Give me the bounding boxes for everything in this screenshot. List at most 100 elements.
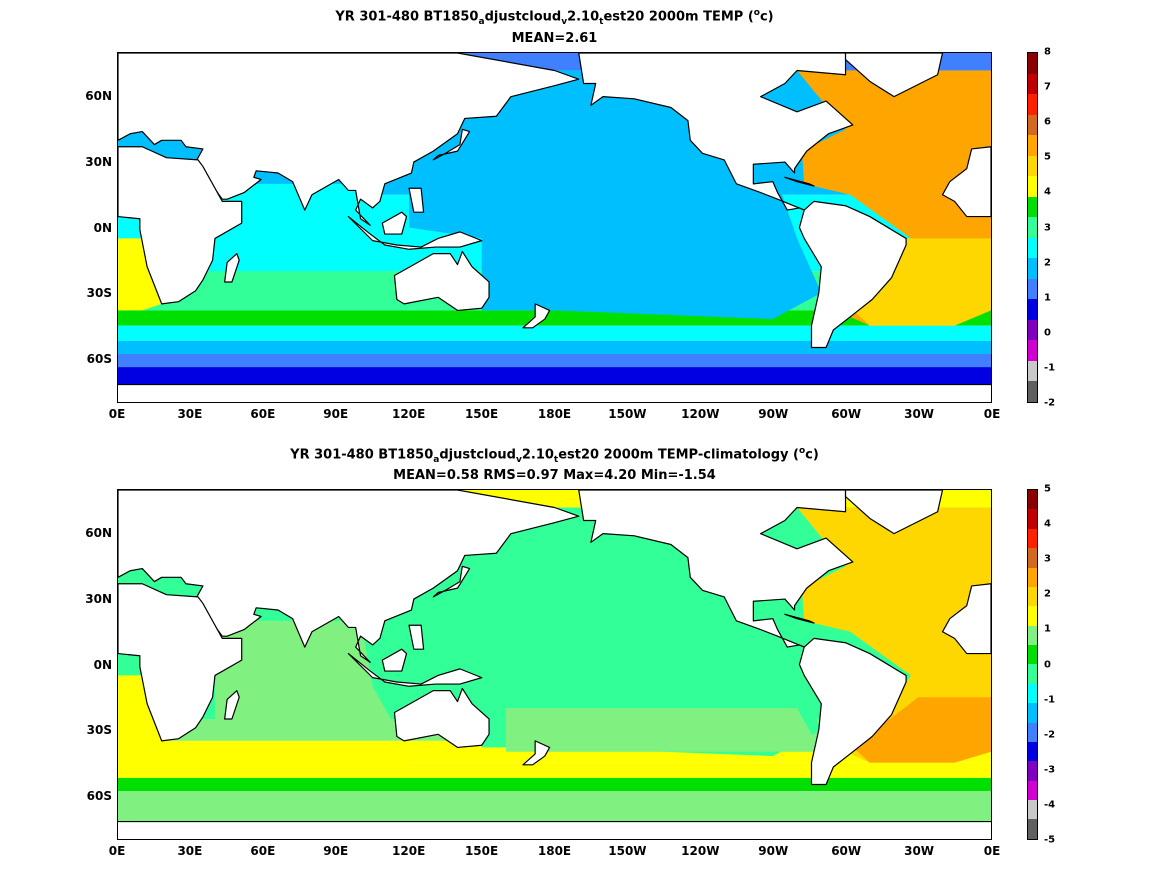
land-japan: [432, 128, 471, 161]
colorbar-1: [1027, 52, 1038, 403]
colorbar-segment: [1028, 258, 1037, 279]
land-namerica: [578, 490, 854, 648]
colorbar-label: 4: [1044, 186, 1051, 198]
colorbar-label: 6: [1044, 116, 1051, 128]
colorbar-label: -2: [1044, 729, 1056, 741]
colorbar-segment: [1028, 703, 1037, 723]
x-tick-label: 150E: [464, 844, 499, 858]
y-tick-label: 30S: [86, 723, 112, 738]
y-tick-label: 30S: [86, 286, 112, 301]
colorbar-segment: [1028, 586, 1037, 607]
colorbar-segment: [1028, 155, 1037, 177]
colorbar-segment: [1028, 381, 1037, 402]
y-tick-label: 60N: [85, 88, 112, 103]
x-tick-label: 180E: [537, 407, 572, 421]
land-greenland: [844, 53, 944, 98]
x-tick-label: 90W: [758, 407, 789, 421]
land-africa: [118, 583, 243, 742]
land-australia: [393, 250, 490, 312]
y-tick-label: 60N: [85, 525, 112, 540]
ocean-band-south-3: [118, 762, 991, 778]
x-tick-label: 90E: [323, 407, 349, 421]
colorbar-label: 0: [1044, 327, 1051, 339]
x-tick-label: 0E: [108, 407, 126, 421]
map-panel-2: [117, 489, 992, 840]
colorbar-segment: [1028, 528, 1037, 549]
land-namerica: [578, 53, 854, 211]
x-tick-label: 150E: [464, 407, 499, 421]
land-philippines: [408, 187, 425, 213]
land-africaW: [941, 583, 991, 655]
colorbar-segment: [1028, 94, 1037, 115]
land-philippines: [408, 624, 425, 650]
x-tick-label: 30W: [904, 844, 935, 858]
colorbar-segment: [1028, 53, 1037, 74]
colorbar-label: 1: [1044, 292, 1051, 304]
colorbar-label: 3: [1044, 222, 1051, 233]
land-japan: [432, 565, 471, 598]
colorbar-label: 5: [1044, 483, 1051, 495]
colorbar-segment: [1028, 625, 1037, 645]
colorbar-segment: [1028, 761, 1037, 781]
ocean-band-south-5: [118, 791, 991, 822]
x-tick-label: 60E: [250, 844, 276, 858]
x-tick-label: 30E: [177, 407, 203, 421]
x-tick-label: 180E: [537, 844, 572, 858]
x-tick-label: 30E: [177, 844, 203, 858]
x-tick-label: 30W: [904, 407, 935, 421]
colorbar-label: 5: [1044, 151, 1051, 163]
colorbar-segment: [1028, 135, 1037, 156]
land-cuba: [784, 176, 815, 187]
colorbar-label: -4: [1044, 799, 1056, 811]
x-tick-label: 120E: [392, 407, 426, 421]
colorbar-label: 0: [1044, 659, 1051, 670]
land-antarctica: [118, 384, 991, 402]
colorbar-label: 3: [1044, 553, 1051, 565]
ocean-indian-south: [118, 747, 410, 765]
x-tick-label: 0E: [108, 844, 126, 858]
land-eurasia: [118, 53, 580, 226]
y-tick-label: 60S: [86, 352, 112, 367]
land-antarctica: [118, 821, 991, 839]
colorbar-label: -2: [1044, 397, 1056, 409]
ocean-band-southern-2: [118, 340, 991, 355]
ocean-south-atlantic: [852, 697, 991, 763]
colorbar-label: -3: [1044, 764, 1056, 776]
land-australia: [393, 687, 490, 749]
colorbar-label: 4: [1044, 518, 1051, 530]
land-samerica: [798, 200, 907, 349]
x-tick-label: 90E: [323, 844, 349, 858]
colorbar-segment: [1028, 800, 1037, 820]
land-borneo: [381, 648, 408, 672]
colorbar-segment: [1028, 319, 1037, 341]
ocean-band-southern-3: [118, 354, 991, 368]
land-indonesia: [347, 652, 483, 687]
x-tick-label: 120W: [681, 407, 720, 421]
x-tick-label: 120E: [392, 844, 426, 858]
colorbar-segment: [1028, 299, 1037, 320]
colorbar-segment: [1028, 196, 1037, 218]
colorbar-segment: [1028, 278, 1037, 300]
colorbar-segment: [1028, 567, 1037, 587]
colorbar-segment: [1028, 548, 1037, 568]
colorbar-segment: [1028, 237, 1037, 259]
colorbar-segment: [1028, 780, 1037, 800]
land-borneo: [381, 211, 408, 235]
x-tick-label: 120W: [681, 844, 720, 858]
land-samerica: [798, 637, 907, 786]
x-tick-label: 0E: [983, 844, 1001, 858]
colorbar-label: 2: [1044, 588, 1051, 600]
chart-title-1: YR 301-480 BT1850adjustcloudv2.10test20 …: [335, 8, 774, 27]
colorbar-label: -5: [1044, 834, 1056, 846]
colorbar-segment: [1028, 819, 1037, 839]
colorbar-segment: [1028, 722, 1037, 742]
x-tick-label: 60W: [831, 844, 862, 858]
colorbar-segment: [1028, 73, 1037, 95]
land-africa: [118, 146, 243, 305]
colorbar-segment: [1028, 176, 1037, 197]
colorbar-segment: [1028, 645, 1037, 665]
land-cuba: [784, 613, 815, 624]
colorbar-segment: [1028, 606, 1037, 626]
chart-subtitle-1: MEAN=2.61: [511, 31, 598, 46]
colorbar-label: 8: [1044, 46, 1051, 58]
